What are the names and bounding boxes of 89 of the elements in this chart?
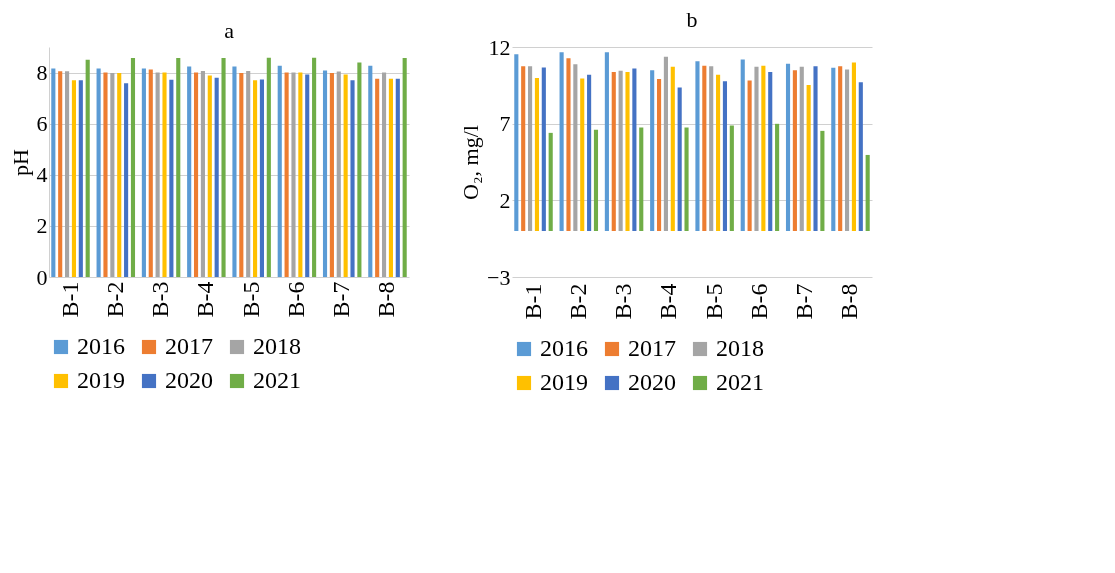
y-tick-label: 2 bbox=[499, 187, 511, 213]
bar bbox=[695, 61, 700, 231]
bar bbox=[534, 77, 540, 231]
bar bbox=[580, 78, 585, 231]
bar bbox=[716, 74, 721, 231]
bar bbox=[747, 80, 752, 231]
bar bbox=[851, 62, 856, 231]
legend-label: 2018 bbox=[716, 335, 764, 361]
x-tick-label: B-6 bbox=[745, 283, 772, 320]
bar bbox=[722, 81, 728, 231]
bar bbox=[625, 71, 630, 231]
bar bbox=[663, 56, 668, 231]
bar bbox=[650, 70, 655, 231]
bar bbox=[806, 85, 811, 231]
x-tick-label: B-4 bbox=[192, 281, 219, 318]
y-tick-label: 12 bbox=[488, 34, 511, 60]
bar bbox=[618, 70, 623, 231]
chart-title: a bbox=[224, 18, 235, 43]
x-tick-label: B-1 bbox=[56, 281, 83, 318]
bar bbox=[684, 127, 689, 231]
chart-title: b bbox=[686, 7, 698, 32]
bar bbox=[740, 59, 745, 231]
legend-label: 2020 bbox=[628, 369, 676, 395]
bar bbox=[799, 66, 804, 231]
bar bbox=[548, 132, 553, 231]
x-tick-label: B-7 bbox=[328, 281, 355, 318]
legend-label: 2018 bbox=[253, 333, 301, 359]
y-axis-title: pH bbox=[7, 148, 33, 176]
bar bbox=[566, 58, 571, 231]
legend-label: 2016 bbox=[77, 333, 125, 359]
x-tick-label: B-5 bbox=[237, 281, 264, 318]
x-tick-label: B-8 bbox=[836, 283, 863, 320]
bar bbox=[514, 54, 519, 231]
y-tick-label: 0 bbox=[36, 264, 48, 290]
x-tick-label: B-4 bbox=[655, 283, 682, 320]
y-tick-label: 6 bbox=[36, 111, 48, 137]
bar bbox=[761, 65, 766, 231]
bar bbox=[709, 66, 714, 231]
x-tick-label: B-5 bbox=[700, 283, 727, 320]
bar bbox=[670, 66, 675, 231]
y-axis-title: O₂, mg/l bbox=[458, 125, 484, 200]
bar bbox=[587, 74, 592, 231]
x-tick-label: B-3 bbox=[147, 281, 174, 318]
bar bbox=[754, 66, 759, 231]
y-tick-label: 4 bbox=[36, 162, 48, 188]
x-tick-label: B-8 bbox=[373, 281, 400, 318]
bar bbox=[768, 71, 773, 231]
bar bbox=[593, 129, 599, 231]
bar bbox=[813, 66, 818, 231]
legend-label: 2021 bbox=[253, 367, 301, 393]
bar bbox=[677, 87, 682, 231]
y-tick-label: 7 bbox=[499, 111, 511, 137]
legend-label: 2019 bbox=[540, 369, 588, 395]
bar bbox=[632, 68, 637, 231]
y-tick-label: 2 bbox=[36, 213, 48, 239]
legend-label: 2016 bbox=[540, 335, 588, 361]
bar bbox=[785, 63, 791, 231]
legend-label: 2017 bbox=[628, 335, 676, 361]
bar bbox=[838, 66, 843, 231]
bar bbox=[528, 66, 533, 231]
bar bbox=[604, 52, 609, 231]
bar bbox=[656, 78, 662, 231]
y-tick-label: 8 bbox=[36, 60, 48, 86]
x-tick-label: B-2 bbox=[101, 281, 128, 318]
bar bbox=[792, 70, 797, 231]
bar bbox=[639, 127, 644, 231]
x-tick-label: B-1 bbox=[519, 283, 546, 320]
x-tick-label: B-3 bbox=[610, 283, 637, 320]
bar bbox=[559, 52, 564, 231]
bar bbox=[865, 154, 870, 231]
bar bbox=[831, 67, 836, 231]
x-tick-label: B-6 bbox=[282, 281, 309, 318]
legend-label: 2020 bbox=[165, 367, 213, 393]
y-tick-label: −3 bbox=[487, 264, 511, 290]
legend-label: 2021 bbox=[716, 369, 764, 395]
bar bbox=[729, 125, 734, 231]
x-tick-label: B-2 bbox=[564, 283, 591, 320]
x-tick-label: B-7 bbox=[791, 283, 818, 320]
legend-label: 2019 bbox=[77, 367, 125, 393]
bar bbox=[573, 64, 578, 231]
bar bbox=[844, 69, 850, 231]
bar bbox=[775, 123, 780, 231]
bar bbox=[858, 82, 863, 231]
bar bbox=[541, 67, 546, 231]
bar bbox=[702, 65, 707, 231]
legend-label: 2017 bbox=[165, 333, 213, 359]
bar bbox=[820, 130, 825, 231]
bar bbox=[521, 66, 526, 231]
bar bbox=[611, 71, 616, 231]
